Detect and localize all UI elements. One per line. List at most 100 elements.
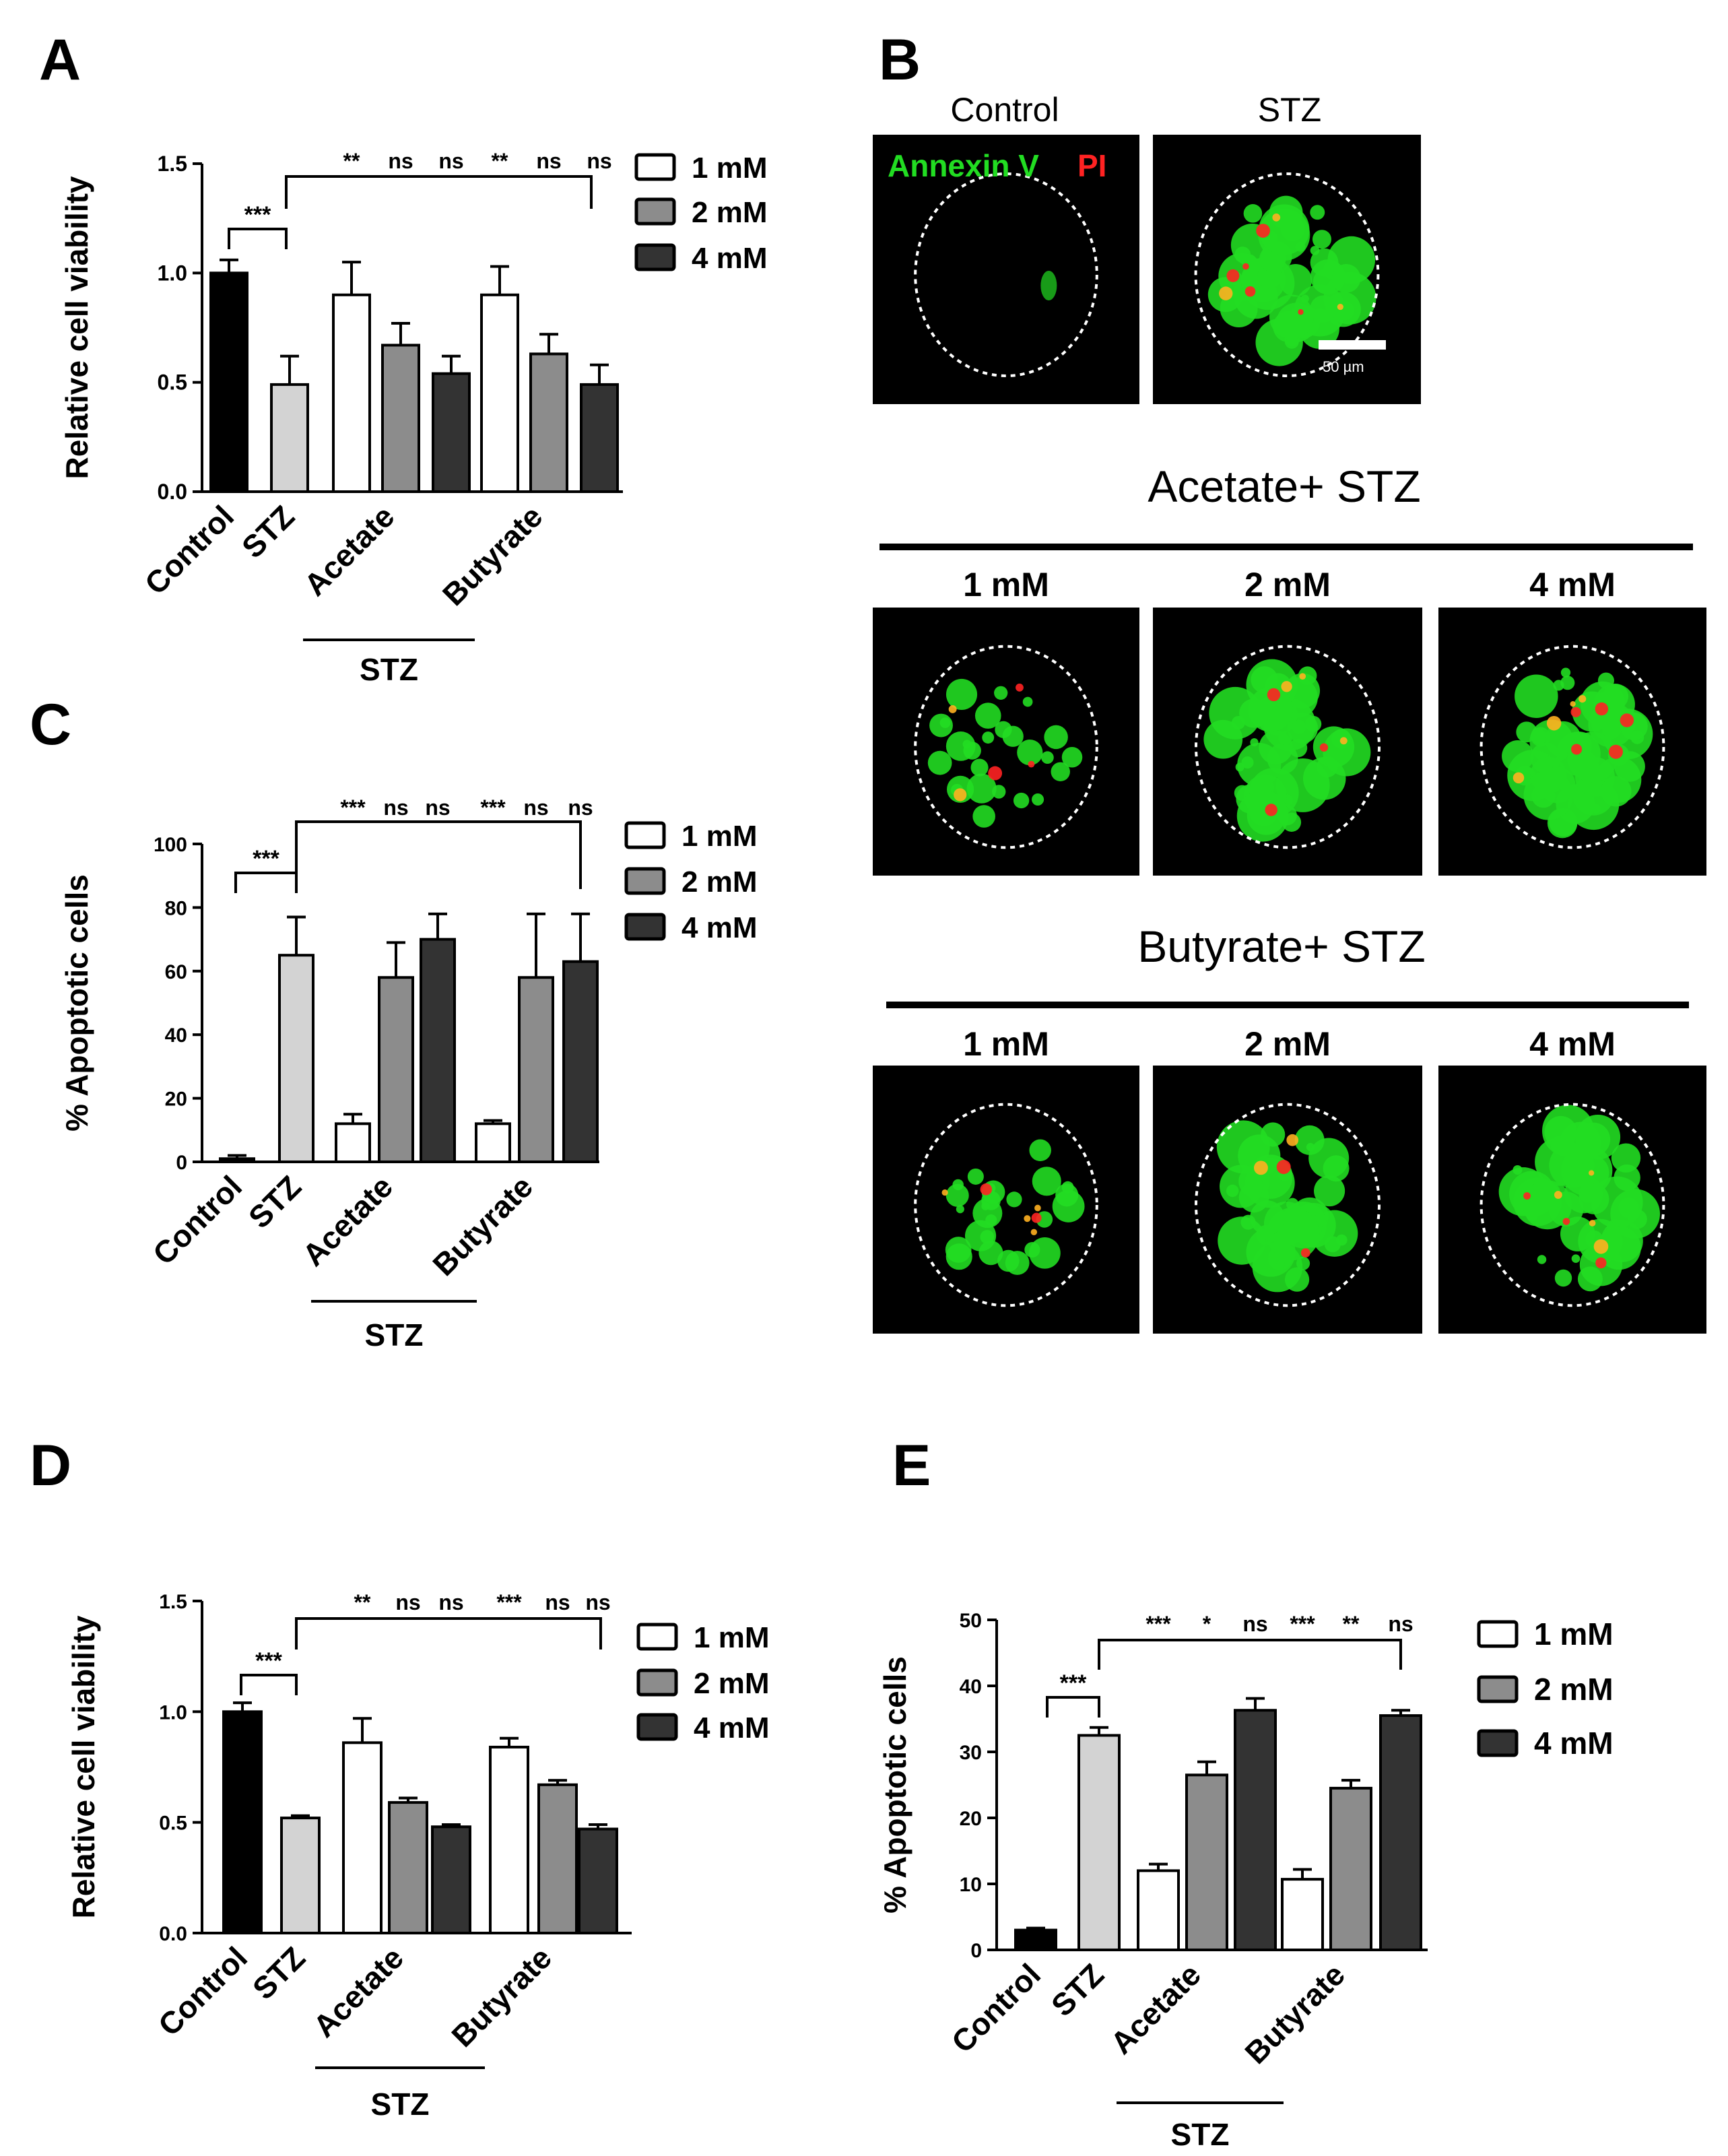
sig-mark: ***: [480, 795, 506, 820]
annexin-signal: [1292, 719, 1306, 734]
sig-mark: ns: [425, 795, 450, 820]
sig-mark: **: [1343, 1612, 1360, 1636]
butyrate-dose-label: 4 mM: [1529, 1025, 1616, 1063]
legend-label-2-mm: 2 mM: [692, 196, 767, 229]
legend-swatch-1-mm: [1477, 1620, 1519, 1648]
group-label: STZ: [371, 2087, 430, 2122]
annexin-signal: [1523, 771, 1574, 820]
sig-mark: *: [1203, 1612, 1211, 1636]
y-tick-label: 1.0: [159, 1701, 187, 1724]
y-axis-label: Relative cell viability: [59, 176, 94, 479]
y-tick-label: 0: [176, 1152, 187, 1174]
bar-acetate-1-mm: [332, 293, 371, 493]
bar-butyrate-4-mm: [562, 960, 599, 1163]
category-label-stz: STZ: [235, 498, 301, 564]
pi-signal: [1595, 702, 1609, 716]
sig-mark: ns: [587, 149, 611, 173]
bar-acetate-1-mm: [342, 1741, 383, 1934]
annexin-signal: [1553, 680, 1564, 691]
pi-signal: [1523, 1192, 1531, 1200]
annexin-signal: [962, 740, 972, 749]
annexin-signal: [1250, 738, 1259, 747]
annexin-signal: [1029, 1139, 1051, 1162]
butyrate-stz-title: Butyrate+ STZ: [1137, 921, 1425, 971]
y-tick-label: 40: [960, 1676, 982, 1698]
annexin-signal: [972, 805, 995, 828]
y-tick-label: 20: [960, 1808, 982, 1830]
pi-signal: [1300, 1248, 1310, 1258]
legend-label-1-mm: 1 mM: [1534, 1616, 1614, 1652]
acetate-dose-label: 4 mM: [1529, 566, 1616, 603]
bar-acetate-1-mm: [1137, 1869, 1180, 1951]
legend-label-2-mm: 2 mM: [1534, 1672, 1614, 1707]
pi-signal: [1570, 707, 1581, 717]
sig-mark: ns: [438, 1590, 463, 1614]
bracket-stz-treatments: [295, 820, 582, 889]
legend-label-4-mm: 4 mM: [1534, 1726, 1614, 1761]
pi-signal: [1298, 309, 1304, 315]
annexin-signal: [967, 1168, 984, 1185]
annexin-signal: [1017, 740, 1043, 766]
pi-signal: [1024, 1215, 1031, 1222]
pi-signal: [1588, 1170, 1595, 1176]
annexin-signal: [1209, 686, 1262, 740]
annexin-signal: [1335, 301, 1354, 321]
bar-butyrate-1-mm: [489, 1745, 529, 1934]
pi-signal: [1226, 269, 1240, 282]
annexin-signal: [1002, 725, 1024, 747]
category-label-butyrate: Butyrate: [436, 498, 550, 612]
annexin-signal: [1061, 746, 1083, 768]
bar-butyrate-2-mm: [518, 976, 554, 1163]
annexin-signal: [1052, 1190, 1085, 1222]
bracket-control-stz: [234, 872, 298, 893]
bar-control-control: [209, 271, 248, 493]
annexin-signal: [1310, 295, 1337, 323]
y-tick-label: 100: [154, 834, 187, 856]
pi-signal: [1028, 760, 1035, 768]
sig-mark: ***: [496, 1590, 522, 1614]
y-axis-label: % Apoptotic cells: [59, 874, 94, 1132]
legend-label-1-mm: 1 mM: [694, 1621, 769, 1654]
pi-signal: [1267, 688, 1281, 702]
category-label-acetate: Acetate: [297, 498, 401, 602]
sig-mark: ns: [1242, 1612, 1267, 1636]
annexin-signal: [1571, 1254, 1581, 1263]
pi-signal: [1319, 743, 1329, 752]
annexin-signal: [994, 686, 1008, 700]
annexin-signal: [1044, 725, 1068, 750]
category-label-control: Control: [945, 1957, 1047, 2059]
annexin-signal: [1554, 1269, 1572, 1287]
sig-mark: **: [343, 149, 360, 173]
pi-signal: [1281, 681, 1292, 692]
bar-stz-stz: [280, 1817, 321, 1934]
sig-control-stz: ***: [1060, 1670, 1087, 1696]
pi-signal: [1620, 713, 1634, 727]
pi-signal: [1554, 1191, 1562, 1199]
sig-control-stz: ***: [244, 202, 271, 228]
annexin-signal: [1041, 751, 1054, 764]
annexin-signal: [1276, 1260, 1285, 1268]
annexin-signal: [945, 1243, 972, 1270]
group-label: STZ: [1171, 2117, 1230, 2152]
bar-stz-stz: [1077, 1734, 1121, 1951]
acetate-dose-label: 1 mM: [963, 566, 1049, 603]
islet-outline: [914, 172, 1098, 377]
image-acetate-1-mm: [873, 608, 1139, 876]
pi-signal: [1016, 683, 1024, 692]
bar-butyrate-4-mm: [580, 383, 619, 493]
annexin-signal: [1331, 263, 1361, 293]
pi-signal: [1031, 1212, 1042, 1223]
annexin-signal: [1236, 790, 1289, 842]
sig-mark: ns: [395, 1590, 420, 1614]
annexin-signal: [1306, 1142, 1315, 1152]
legend-label-1-mm: 1 mM: [692, 152, 767, 185]
butyrate-dose-label: 2 mM: [1244, 1025, 1331, 1063]
label-stz: STZ: [1258, 91, 1321, 129]
annexin-signal: [1610, 1189, 1661, 1239]
legend-swatch-4-mm: [624, 913, 666, 941]
pi-signal: [1256, 224, 1270, 238]
annexin-signal: [1531, 729, 1548, 745]
bracket-control-stz: [240, 1674, 298, 1695]
